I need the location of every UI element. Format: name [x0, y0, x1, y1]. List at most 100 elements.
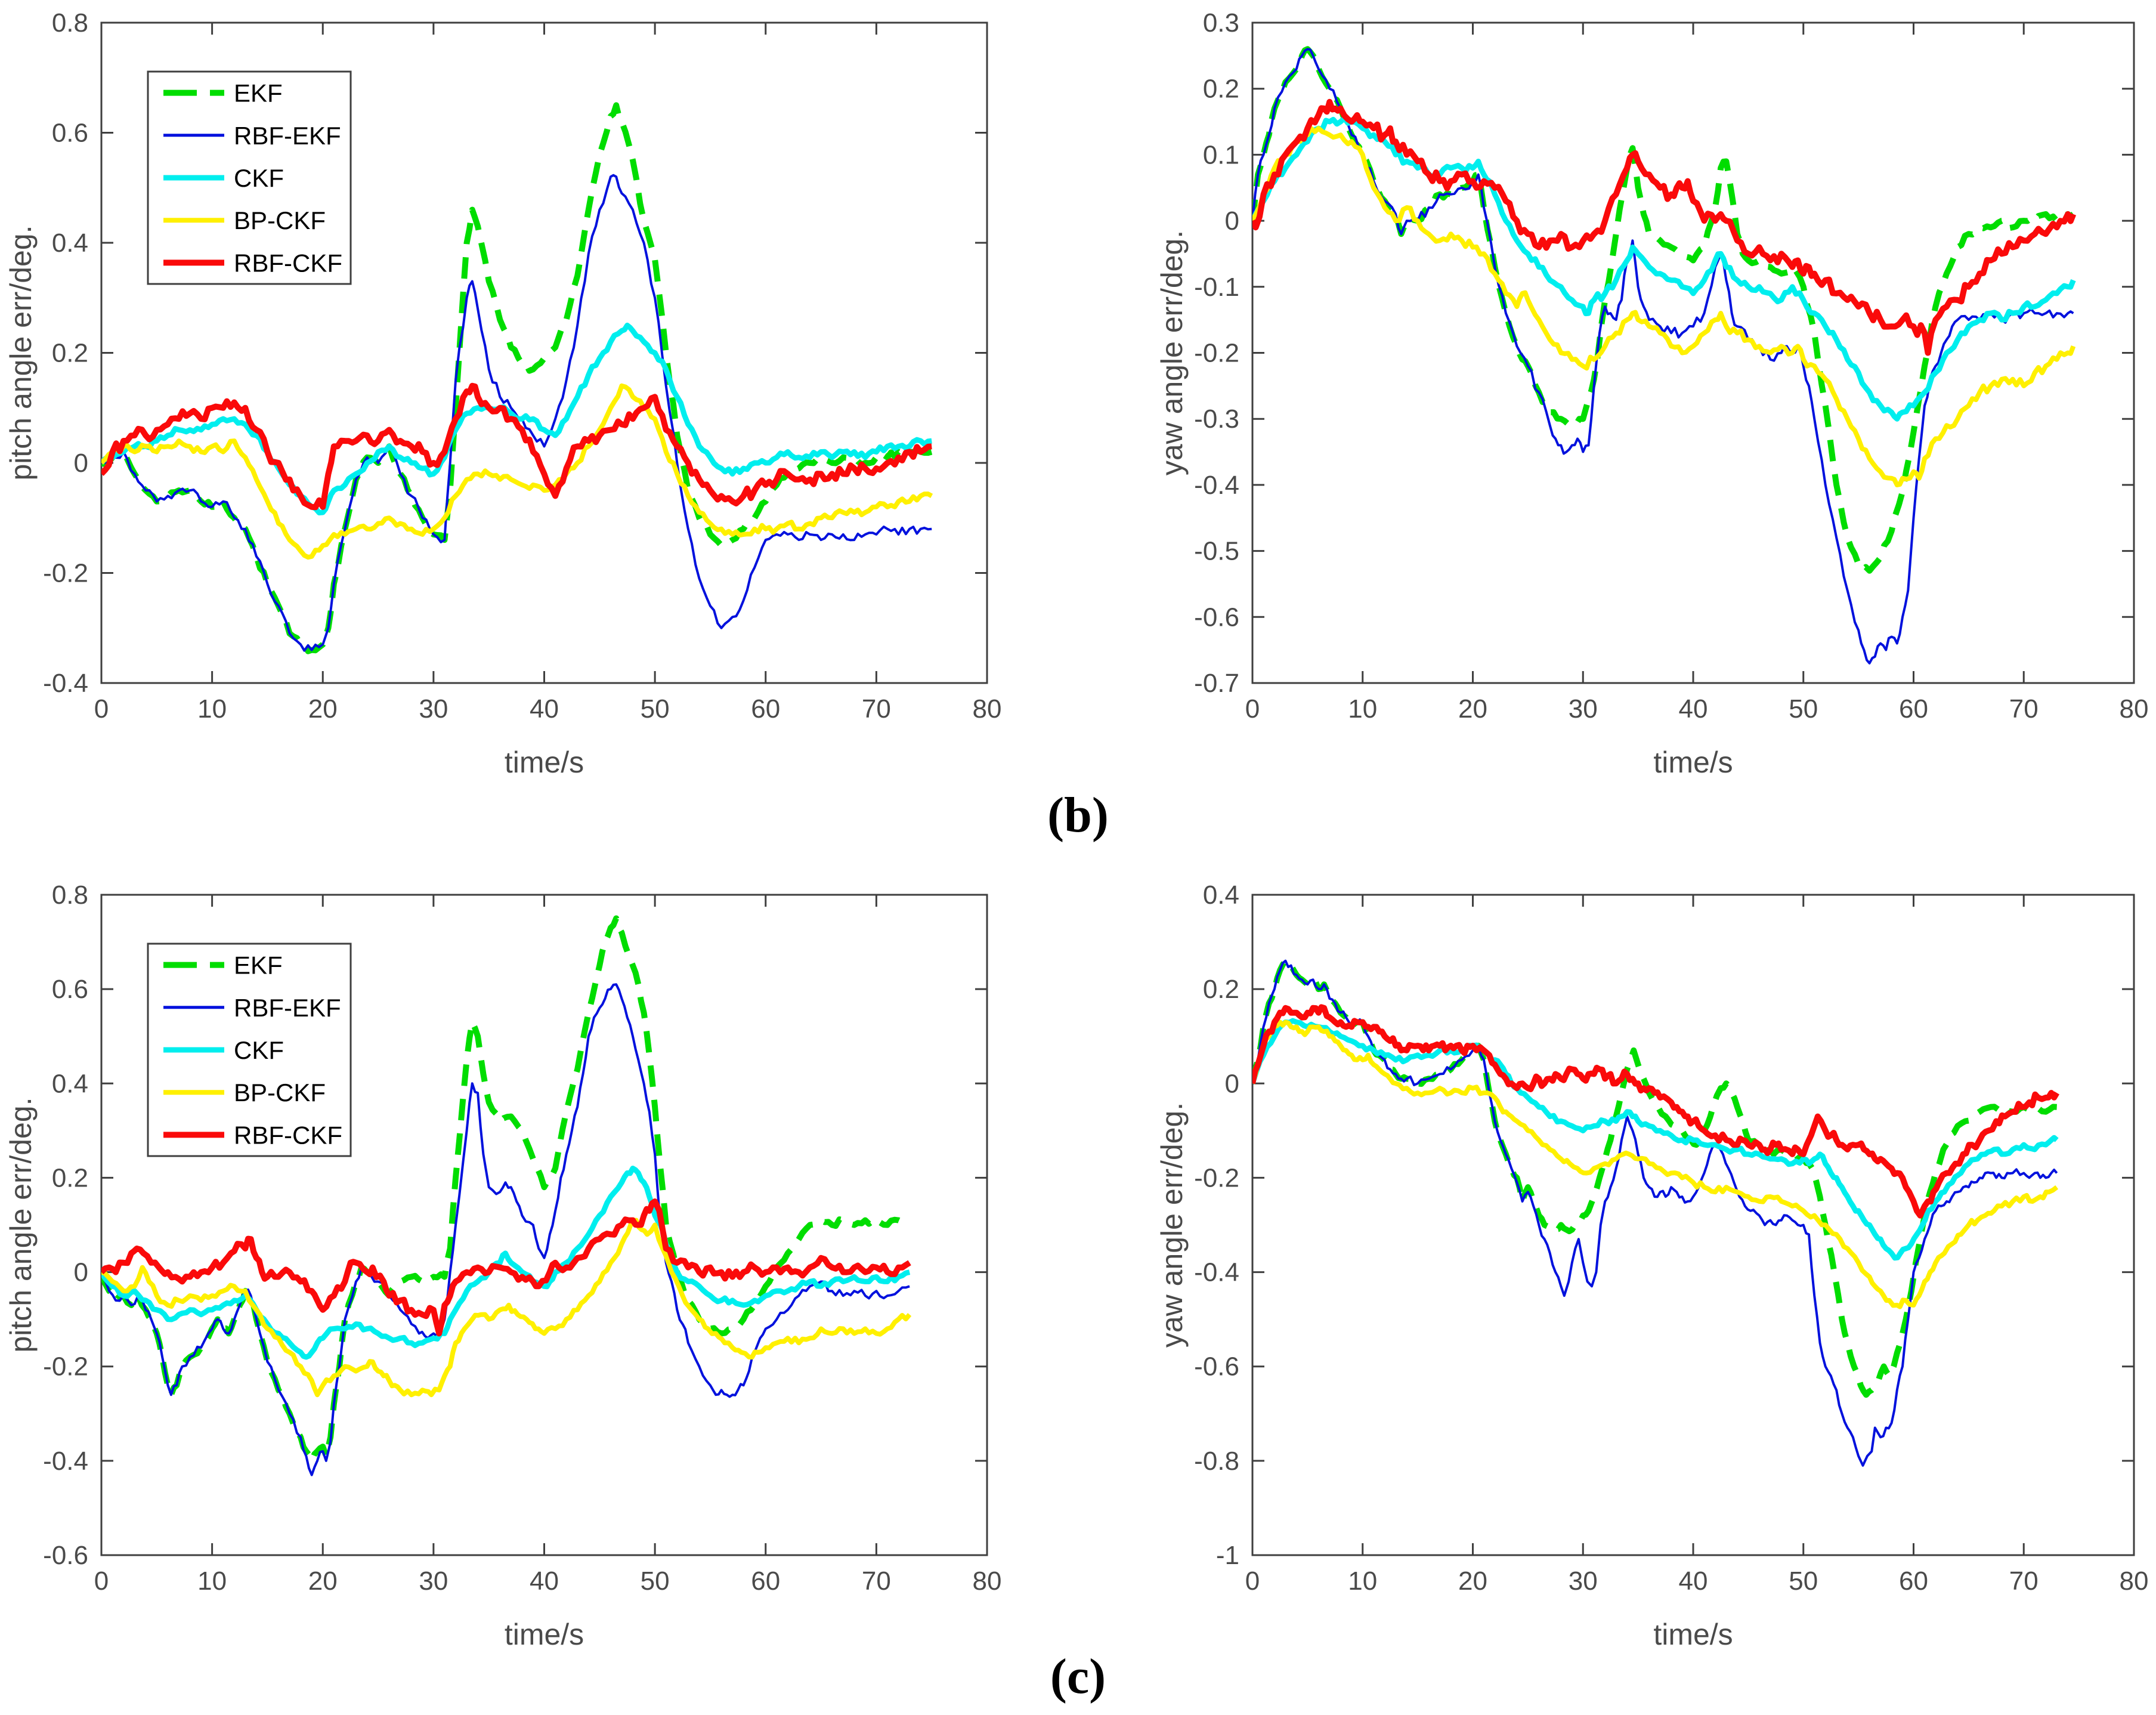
series-group: [101, 102, 933, 654]
x-axis-label: time/s: [1653, 1618, 1733, 1651]
y-tick-label: -0.6: [43, 1541, 88, 1570]
series-BP-CKF: [1252, 1019, 2059, 1309]
legend-label-BP-CKF: BP-CKF: [234, 1079, 326, 1107]
y-tick-label: 0.2: [52, 339, 88, 368]
y-axis-label: yaw angle err/deg.: [1155, 230, 1189, 475]
y-tick-label: -0.6: [1194, 1352, 1239, 1382]
y-tick-label: 0.2: [1203, 75, 1239, 104]
x-tick-label: 70: [862, 694, 891, 724]
x-tick-label: 40: [1679, 694, 1708, 724]
y-tick-label: 0.8: [52, 880, 88, 910]
y-tick-label: -0.7: [1194, 669, 1239, 698]
x-tick-label: 80: [973, 694, 1002, 724]
series-RBF-CKF: [101, 1198, 911, 1337]
legend-label-RBF-CKF: RBF-CKF: [234, 1121, 342, 1149]
x-tick-label: 40: [530, 1566, 559, 1596]
y-tick-label: -0.4: [1194, 471, 1239, 500]
series-group: [1252, 46, 2077, 665]
x-tick-label: 0: [1245, 1566, 1260, 1596]
y-tick-label: 0.2: [1203, 975, 1239, 1004]
x-axis-label: time/s: [1653, 746, 1733, 779]
x-tick-label: 70: [2009, 694, 2039, 724]
legend-label-CKF: CKF: [234, 1036, 284, 1064]
y-tick-label: -0.4: [43, 1447, 88, 1476]
series-RBF-CKF: [1252, 1004, 2059, 1219]
y-tick-label: -0.4: [1194, 1258, 1239, 1287]
x-axis-label: time/s: [505, 1618, 584, 1651]
x-tick-label: 60: [751, 694, 780, 724]
x-tick-label: 10: [197, 1566, 227, 1596]
x-tick-label: 30: [419, 694, 448, 724]
x-tick-label: 60: [751, 1566, 780, 1596]
x-tick-label: 10: [1348, 694, 1377, 724]
y-tick-label: 0: [74, 1258, 88, 1287]
x-tick-label: 70: [2009, 1566, 2039, 1596]
x-tick-label: 60: [1899, 1566, 1928, 1596]
y-tick-label: -0.2: [43, 559, 88, 588]
x-tick-label: 50: [1789, 1566, 1818, 1596]
legend-label-BP-CKF: BP-CKF: [234, 206, 326, 234]
x-tick-label: 10: [197, 694, 227, 724]
legend-label-CKF: CKF: [234, 164, 284, 192]
x-tick-label: 80: [973, 1566, 1002, 1596]
y-tick-label: -0.5: [1194, 537, 1239, 566]
y-tick-label: 0.8: [52, 8, 88, 38]
y-tick-label: -1: [1216, 1541, 1239, 1570]
x-tick-label: 40: [1679, 1566, 1708, 1596]
series-RBF-EKF: [1252, 959, 2058, 1467]
x-tick-label: 30: [419, 1566, 448, 1596]
y-tick-label: 0: [1225, 206, 1239, 236]
y-tick-label: 0: [1225, 1069, 1239, 1098]
series-BP-CKF: [101, 383, 933, 560]
y-tick-label: -0.2: [1194, 1163, 1239, 1192]
legend-label-RBF-EKF: RBF-EKF: [234, 994, 341, 1022]
x-tick-label: 80: [2120, 1566, 2149, 1596]
series-BP-CKF: [101, 1218, 912, 1398]
axes-pitch-b: 0 10 20 30 40 50 60 70 80 -0.4 -0.2 0 0.2 0.4 0.6 0.8: [43, 8, 1001, 724]
chart-yaw-b: 0 10 20 30 40 50 60 70 80 -0.7 -0.6 -0.5 -0.4 -0.3 -0.…: [1155, 8, 2148, 779]
x-tick-label: 50: [1789, 694, 1818, 724]
series-CKF: [101, 1166, 911, 1360]
chart-yaw-c: 0 10 20 30 40 50 60 70 80 -1 -0.8 -0.6 -0.4 -0.2 0 0.2 0…: [1155, 880, 2148, 1651]
x-tick-label: 30: [1569, 694, 1598, 724]
y-axis-label: yaw angle err/deg.: [1155, 1102, 1189, 1348]
y-axis-label: pitch angle err/deg.: [4, 1097, 38, 1352]
series-BP-CKF: [1252, 126, 2076, 487]
y-tick-label: 0.2: [52, 1163, 88, 1192]
y-tick-label: -0.2: [43, 1352, 88, 1382]
legend-label-RBF-CKF: RBF-CKF: [234, 249, 342, 277]
x-tick-label: 60: [1899, 694, 1928, 724]
legend: EKF RBF-EKF CKF BP-CKF RBF-CKF: [147, 70, 352, 285]
series-group: [101, 915, 912, 1476]
panel-label-b: (b): [1047, 787, 1109, 843]
legend-label-EKF: EKF: [234, 951, 283, 979]
series-RBF-CKF: [101, 382, 932, 511]
x-tick-label: 70: [862, 1566, 891, 1596]
y-tick-label: -0.8: [1194, 1447, 1239, 1476]
x-tick-label: 0: [94, 1566, 109, 1596]
y-tick-label: -0.4: [43, 669, 88, 698]
x-tick-label: 40: [530, 694, 559, 724]
series-RBF-EKF: [101, 174, 932, 652]
y-tick-label: 0.3: [1203, 8, 1239, 38]
x-axis-label: time/s: [505, 746, 584, 779]
y-tick-label: 0.4: [52, 1069, 88, 1098]
series-CKF: [1252, 1018, 2059, 1261]
y-tick-label: -0.6: [1194, 602, 1239, 632]
x-tick-label: 80: [2120, 694, 2149, 724]
legend-label-EKF: EKF: [234, 79, 283, 107]
y-tick-label: 0.6: [52, 975, 88, 1004]
x-tick-label: 20: [1458, 1566, 1487, 1596]
x-tick-label: 50: [641, 1566, 670, 1596]
x-tick-label: 30: [1569, 1566, 1598, 1596]
chart-pitch-c: 0 10 20 30 40 50 60 70 80 -0.6 -0.4 -0.2 0 0.2 0.4 0.6 0…: [4, 880, 1001, 1651]
x-tick-label: 0: [1245, 694, 1260, 724]
x-tick-label: 0: [94, 694, 109, 724]
series-CKF: [1252, 115, 2076, 422]
y-tick-label: -0.1: [1194, 273, 1239, 302]
y-tick-label: 0.6: [52, 119, 88, 148]
x-tick-label: 10: [1348, 1566, 1377, 1596]
y-tick-label: -0.2: [1194, 339, 1239, 368]
